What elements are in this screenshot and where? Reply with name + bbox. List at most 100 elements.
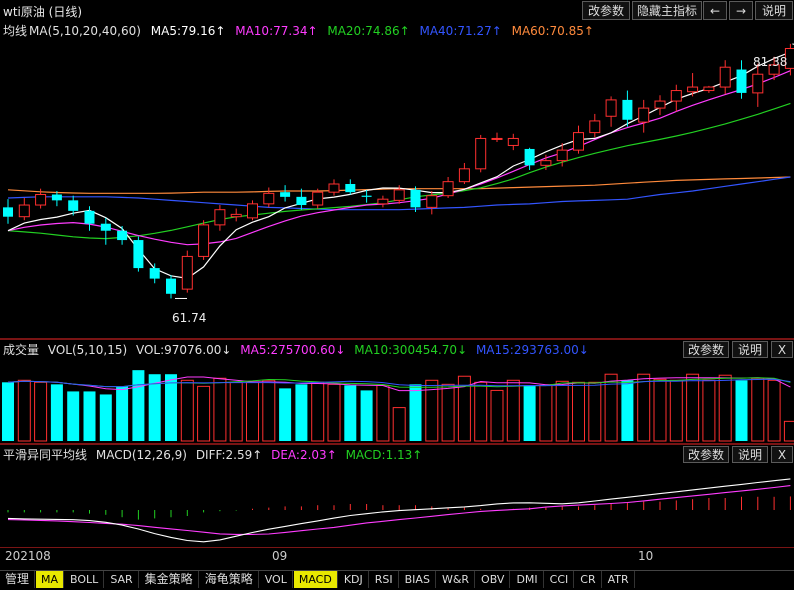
volume-ma10: MA10:300454.70↓ xyxy=(354,343,468,357)
tab-atr[interactable]: ATR xyxy=(603,571,635,588)
candle-body-up xyxy=(393,189,405,201)
volume-bar-down xyxy=(344,385,357,441)
tab-cr[interactable]: CR xyxy=(575,571,602,588)
macd-modify-params-button[interactable]: 改参数 xyxy=(683,446,729,463)
tab-obv[interactable]: OBV xyxy=(476,571,511,588)
volume-bar-up xyxy=(490,389,504,442)
volume-bar-down xyxy=(621,380,634,441)
tab-macd[interactable]: MACD xyxy=(293,571,338,588)
macd-legend: 平滑异同平均线 MACD(12,26,9) DIFF:2.59↑ DEA:2.0… xyxy=(3,446,427,463)
volume-bar-up xyxy=(229,381,243,442)
help-button[interactable]: 说明 xyxy=(755,1,793,20)
tab-wr[interactable]: W&R xyxy=(437,571,476,588)
candle-body-down xyxy=(524,148,535,166)
volume-bar-down xyxy=(2,382,14,441)
volume-value: VOL:97076.00↓ xyxy=(135,343,232,357)
volume-bar-up xyxy=(262,379,276,442)
tab-sar[interactable]: SAR xyxy=(105,571,139,588)
volume-bar-up xyxy=(311,381,325,442)
candle-body-up xyxy=(687,86,699,93)
macd-close-icon[interactable]: X xyxy=(771,446,793,463)
volume-bar-up xyxy=(425,379,439,442)
tab-turtle-strategy[interactable]: 海龟策略 xyxy=(200,571,259,588)
macd-dea: DEA:2.03↑ xyxy=(271,448,337,462)
candle-body-up xyxy=(198,224,210,257)
date-label: 10 xyxy=(638,549,654,563)
candle-body-up xyxy=(638,107,650,123)
volume-bar-up xyxy=(457,375,471,442)
volume-modify-params-button[interactable]: 改参数 xyxy=(683,341,729,358)
volume-bar-up xyxy=(783,420,794,442)
tab-bias[interactable]: BIAS xyxy=(400,571,436,588)
date-label: 202108 xyxy=(5,549,51,563)
volume-bar-up xyxy=(17,379,31,442)
candle-body-down xyxy=(133,240,144,269)
candle-body-up xyxy=(247,203,258,219)
volume-bar-up xyxy=(539,384,553,442)
macd-params: MACD(12,26,9) xyxy=(95,448,187,462)
candle-body-up xyxy=(540,160,552,166)
ma-label: 均线 xyxy=(3,24,28,38)
hide-main-indicator-button[interactable]: 隐藏主指标 xyxy=(632,1,702,20)
candle-body-down xyxy=(410,189,421,208)
tab-ma[interactable]: MA xyxy=(36,571,65,588)
volume-legend: 成交量 VOL(5,10,15) VOL:97076.00↓ MA5:27570… xyxy=(3,341,594,358)
volume-name: 成交量 xyxy=(3,343,40,357)
volume-ma5: MA5:275700.60↓ xyxy=(240,343,346,357)
volume-bar-up xyxy=(474,381,488,442)
candle-body-up xyxy=(654,100,666,109)
candle-body-up xyxy=(328,183,340,193)
candle-body-up xyxy=(377,198,389,205)
tab-boll[interactable]: BOLL xyxy=(65,571,105,588)
tab-dmi[interactable]: DMI xyxy=(511,571,544,588)
modify-params-button[interactable]: 改参数 xyxy=(582,1,630,20)
volume-ma15-line xyxy=(7,378,791,388)
panel-divider[interactable] xyxy=(0,443,794,445)
arrow-left-icon[interactable]: ← xyxy=(703,1,727,20)
candle-body-up xyxy=(181,255,193,290)
arrow-right-icon[interactable]: → xyxy=(729,1,753,20)
candle-body-up xyxy=(556,149,568,162)
tab-cci[interactable]: CCI xyxy=(545,571,575,588)
ma20-value: MA20:74.86↑ xyxy=(327,24,410,38)
volume-bar-up xyxy=(376,384,390,442)
candle-body-up xyxy=(605,99,617,117)
low-price-label: 61.74 xyxy=(172,311,207,325)
panel-divider[interactable] xyxy=(0,338,794,340)
volume-close-icon[interactable]: X xyxy=(771,341,793,358)
volume-bar-down xyxy=(50,384,63,441)
tab-kdj[interactable]: KDJ xyxy=(339,571,369,588)
candle-body-up xyxy=(35,194,47,206)
volume-params: VOL(5,10,15) xyxy=(47,343,128,357)
ma5-value: MA5:79.16↑ xyxy=(150,24,226,38)
volume-bar-down xyxy=(279,388,292,441)
candle-body-up xyxy=(442,181,454,197)
volume-bar-up xyxy=(669,379,683,442)
volume-bar-up xyxy=(767,379,781,442)
macd-name: 平滑异同平均线 xyxy=(3,448,88,462)
volume-help-button[interactable]: 说明 xyxy=(732,341,768,358)
volume-bar-down xyxy=(409,384,422,441)
volume-bar-up xyxy=(751,377,765,442)
candle-body-down xyxy=(100,223,111,231)
tab-rsi[interactable]: RSI xyxy=(370,571,399,588)
candle-body-down xyxy=(296,196,307,206)
candle-body-up xyxy=(18,204,30,218)
macd-help-button[interactable]: 说明 xyxy=(732,446,768,463)
candle-body-up xyxy=(589,120,601,134)
volume-bar-up xyxy=(506,379,520,442)
indicator-tabs: 管理 MA BOLL SAR 集金策略 海龟策略 VOL MACD KDJ RS… xyxy=(0,570,794,590)
candle-body-up xyxy=(573,132,584,151)
candle-body-down xyxy=(84,210,95,224)
candle-body-up xyxy=(263,192,275,205)
candle-body-up xyxy=(719,66,731,88)
ma10-value: MA10:77.34↑ xyxy=(235,24,318,38)
candle-body-down xyxy=(51,194,62,201)
volume-bar-up xyxy=(637,373,651,442)
tab-vol[interactable]: VOL xyxy=(260,571,293,588)
tab-manage[interactable]: 管理 xyxy=(0,571,36,588)
candle-body-up xyxy=(426,195,438,208)
tab-jijin-strategy[interactable]: 集金策略 xyxy=(140,571,199,588)
macd-dea-line xyxy=(7,485,791,535)
